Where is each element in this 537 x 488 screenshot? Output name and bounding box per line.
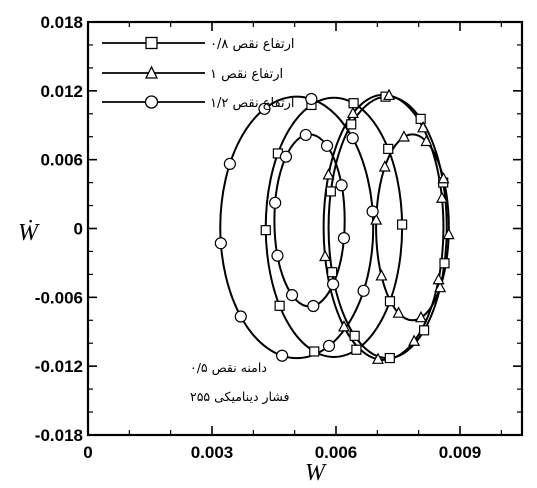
marker-triangle xyxy=(392,306,405,318)
marker-circle xyxy=(307,299,320,313)
legend-marker-triangle xyxy=(144,65,159,79)
annotation-amplitude: دامنه نقص ۰/۵ xyxy=(190,360,267,376)
marker-square xyxy=(260,225,271,236)
x-tick-label: 0.006 xyxy=(315,443,358,462)
marker-triangle xyxy=(434,280,447,293)
y-tick-label: 0.006 xyxy=(40,151,83,170)
marker-triangle xyxy=(383,88,396,101)
marker-triangle xyxy=(372,352,384,364)
marker-circle xyxy=(357,284,370,297)
marker-circle xyxy=(234,310,247,323)
marker-circle xyxy=(327,278,340,291)
series-3-loop-1 xyxy=(219,95,375,360)
chart-markers xyxy=(214,88,455,364)
series-1-loop-2 xyxy=(264,96,404,358)
marker-triangle xyxy=(442,227,455,240)
marker-square xyxy=(327,267,338,278)
marker-circle xyxy=(271,249,284,262)
annotation-dynamic-pressure: فشار دینامیکی ۲۵۵ xyxy=(190,389,290,405)
marker-circle xyxy=(299,128,312,142)
y-tick-label: -0.018 xyxy=(35,426,83,445)
marker-square xyxy=(351,344,362,355)
legend-label-series-1: ارتفاع نقص ۰/۸ xyxy=(210,37,295,52)
marker-circle xyxy=(279,150,293,163)
legend-label-series-3: ارتفاع نقص ۱/۲ xyxy=(210,96,295,111)
marker-triangle xyxy=(378,160,391,172)
marker-circle xyxy=(285,289,299,302)
chart-curves xyxy=(219,93,450,361)
marker-square xyxy=(346,119,357,130)
marker-square xyxy=(348,98,359,109)
legend-marker-square xyxy=(145,36,158,50)
series-2-loop-1 xyxy=(375,133,450,322)
marker-circle xyxy=(320,139,334,152)
marker-triangle xyxy=(337,320,350,332)
marker-triangle xyxy=(437,171,450,184)
marker-square xyxy=(397,219,408,230)
legend-marker-circle xyxy=(144,95,159,109)
marker-circle xyxy=(258,102,271,115)
marker-triangle xyxy=(319,249,332,262)
marker-square xyxy=(309,346,320,357)
x-tick-label: 0 xyxy=(83,443,92,462)
marker-circle xyxy=(335,179,348,192)
marker-triangle xyxy=(322,168,335,180)
marker-square xyxy=(384,352,395,364)
marker-triangle xyxy=(414,310,427,323)
plot-frame xyxy=(86,20,524,437)
marker-triangle xyxy=(436,191,448,203)
marker-square xyxy=(349,330,360,341)
marker-triangle xyxy=(432,272,445,285)
legend: ارتفاع نقص ۰/۸ ارتفاع نقص ۱ ارتفاع نقص ۱… xyxy=(102,36,295,111)
y-tick-label: 0.012 xyxy=(40,82,83,101)
marker-square xyxy=(415,113,426,124)
y-tick-label: -0.012 xyxy=(35,357,83,376)
y-tick-label: 0.018 xyxy=(40,13,83,32)
legend-label-series-2: ارتفاع نقص ۱ xyxy=(210,67,283,82)
marker-circle xyxy=(322,339,336,353)
y-tick-label: 0 xyxy=(74,220,83,239)
marker-square xyxy=(274,300,285,311)
marker-triangle xyxy=(408,334,421,346)
y-axis-title: Ẇ xyxy=(18,220,40,246)
marker-circle xyxy=(346,132,359,145)
marker-square xyxy=(383,143,394,154)
series-1-loop-1 xyxy=(327,95,448,360)
x-tick-label: 0.003 xyxy=(191,443,234,462)
marker-square xyxy=(384,296,396,307)
marker-triangle xyxy=(370,213,383,225)
marker-circle xyxy=(366,205,379,218)
marker-circle xyxy=(305,92,318,106)
marker-square xyxy=(325,186,336,197)
marker-square xyxy=(418,325,430,336)
chart-axes: 0 0.003 0.006 0.009 0.018 0.012 0.006 0 -0.006 -0… xyxy=(35,13,522,462)
marker-triangle xyxy=(417,121,430,133)
x-axis-title: W xyxy=(305,460,327,486)
marker-circle xyxy=(214,237,227,250)
x-tick-label: 0.009 xyxy=(439,443,482,462)
marker-circle xyxy=(223,157,236,170)
marker-triangle xyxy=(420,134,433,147)
marker-square xyxy=(439,258,450,269)
y-tick-label: -0.006 xyxy=(35,288,83,307)
marker-circle xyxy=(276,349,289,362)
marker-circle xyxy=(337,232,351,245)
marker-triangle xyxy=(397,130,410,142)
marker-triangle xyxy=(375,269,388,281)
marker-triangle xyxy=(346,106,359,119)
marker-circle xyxy=(269,196,282,209)
